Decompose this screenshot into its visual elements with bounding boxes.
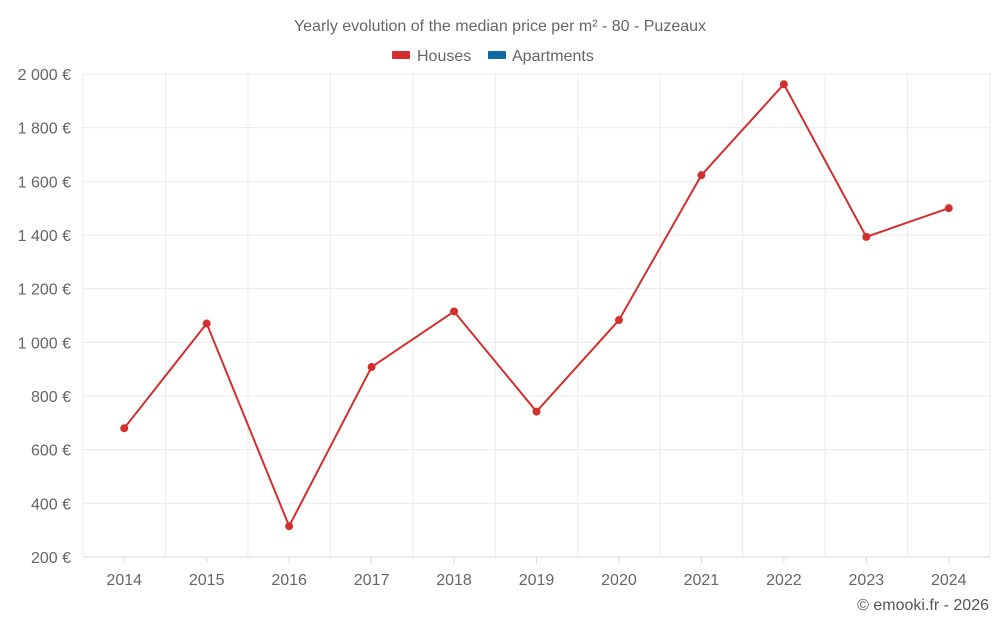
y-tick-label: 1 200 €: [18, 282, 71, 299]
x-tick-label: 2015: [189, 572, 225, 589]
gridlines: [82, 73, 991, 558]
data-point[interactable]: [862, 232, 871, 241]
x-tick-label: 2017: [354, 572, 390, 589]
data-point[interactable]: [614, 316, 623, 325]
x-axis-ticks: 2014 2015 2016 2017 2018 2019 2020 2021 2022 2023…: [106, 557, 967, 589]
y-tick-label: 800 €: [31, 389, 71, 406]
y-tick-label: 400 €: [31, 496, 71, 513]
data-point[interactable]: [779, 80, 788, 89]
x-tick-label: 2022: [766, 572, 802, 589]
data-point[interactable]: [202, 319, 211, 328]
y-tick-label: 1 800 €: [18, 121, 71, 138]
series-houses: [120, 80, 953, 531]
legend-label-apartments[interactable]: Apartments: [512, 48, 594, 65]
y-tick-label: 600 €: [31, 443, 71, 460]
data-point[interactable]: [285, 522, 294, 531]
y-tick-label: 2 000 €: [18, 67, 71, 84]
y-tick-label: 1 000 €: [18, 335, 71, 352]
legend: Houses Apartments: [392, 48, 594, 65]
data-point[interactable]: [532, 407, 541, 416]
y-tick-label: 200 €: [31, 550, 71, 567]
legend-label-houses[interactable]: Houses: [417, 48, 471, 65]
legend-swatch-apartments[interactable]: [488, 51, 506, 59]
x-tick-label: 2021: [684, 572, 720, 589]
data-point[interactable]: [944, 204, 953, 213]
x-tick-label: 2020: [601, 572, 637, 589]
x-tick-label: 2024: [931, 572, 967, 589]
x-tick-label: 2014: [106, 572, 142, 589]
data-point[interactable]: [697, 171, 706, 180]
legend-swatch-houses[interactable]: [392, 51, 410, 59]
y-axis-ticks: 200 € 400 € 600 € 800 € 1 000 € 1 200 € 1 400 …: [18, 67, 71, 567]
y-tick-label: 1 400 €: [18, 228, 71, 245]
data-point[interactable]: [120, 424, 129, 433]
credit-text: © emooki.fr - 2026: [857, 597, 989, 614]
data-point[interactable]: [367, 363, 376, 372]
x-tick-label: 2016: [271, 572, 307, 589]
x-tick-label: 2019: [519, 572, 555, 589]
y-tick-label: 1 600 €: [18, 174, 71, 191]
x-tick-label: 2023: [849, 572, 885, 589]
chart-title: Yearly evolution of the median price per…: [294, 18, 706, 35]
data-point[interactable]: [450, 307, 459, 316]
x-tick-label: 2018: [436, 572, 472, 589]
